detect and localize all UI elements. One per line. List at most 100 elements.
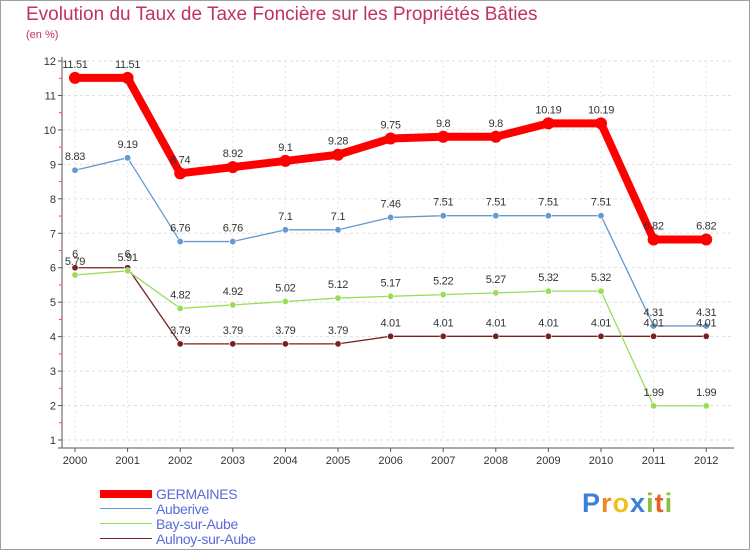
data-label: 8.92: [223, 148, 243, 160]
data-point-aulnoy-sur-aube: [597, 332, 605, 340]
x-tick-label: 2002: [168, 455, 192, 467]
data-point-bay-sur-aube: [124, 267, 132, 275]
data-label: 5.12: [328, 279, 348, 291]
data-point-aulnoy-sur-aube: [544, 332, 552, 340]
data-label: 6.82: [643, 220, 663, 232]
data-label: 11.51: [115, 59, 140, 71]
data-point-germaines: [700, 233, 713, 246]
data-label: 9.19: [117, 139, 137, 151]
data-point-auberive: [702, 322, 710, 330]
x-tick-label: 2007: [431, 455, 455, 467]
data-label: 6.82: [696, 220, 716, 232]
chart-legend: GERMAINES Auberive Bay-sur-Aube Aulnoy-sur-…: [100, 485, 256, 547]
y-tick-label: 10: [44, 125, 56, 137]
data-label: 7.1: [278, 211, 293, 223]
data-label: 5.32: [591, 272, 611, 284]
data-point-auberive: [229, 238, 237, 246]
data-point-aulnoy-sur-aube: [71, 264, 79, 272]
chart-title: Evolution du Taux de Taxe Foncière sur l…: [26, 4, 538, 25]
data-label: 10.19: [588, 104, 614, 116]
legend-swatch: [100, 537, 152, 540]
y-tick-label: 12: [44, 56, 56, 68]
data-point-germaines: [279, 154, 292, 167]
data-point-bay-sur-aube: [650, 402, 658, 410]
data-point-aulnoy-sur-aube: [387, 332, 395, 340]
data-point-auberive: [650, 322, 658, 330]
data-label: 6.76: [170, 223, 190, 235]
x-tick-label: 2003: [221, 455, 245, 467]
data-label: 9.8: [436, 118, 451, 130]
data-label: 7.1: [331, 211, 346, 223]
data-point-bay-sur-aube: [702, 402, 710, 410]
x-tick-label: 2009: [536, 455, 560, 467]
x-tick-label: 2005: [326, 455, 350, 467]
data-label: 3.79: [170, 325, 190, 337]
y-tick-label: 4: [50, 332, 56, 344]
x-tick-label: 2000: [63, 455, 87, 467]
data-label: 5.22: [433, 276, 453, 288]
proxiti-logo: Proxiti: [582, 488, 673, 519]
data-point-aulnoy-sur-aube: [334, 340, 342, 348]
legend-item: Aulnoy-sur-Aube: [100, 531, 256, 547]
y-tick-label: 3: [50, 366, 56, 378]
data-label: 5.32: [538, 272, 558, 284]
data-point-germaines: [647, 233, 660, 246]
data-label: 3.79: [328, 325, 348, 337]
data-label: 9.75: [380, 120, 400, 132]
data-point-aulnoy-sur-aube: [439, 332, 447, 340]
data-label: 7.51: [591, 197, 611, 209]
data-point-germaines: [437, 130, 450, 143]
data-point-aulnoy-sur-aube: [702, 332, 710, 340]
legend-label: GERMAINES: [156, 485, 238, 502]
data-label: 7.51: [538, 197, 558, 209]
logo-letter: P: [582, 488, 602, 518]
data-point-germaines: [384, 132, 397, 145]
x-tick-label: 2001: [115, 455, 139, 467]
data-point-germaines: [332, 148, 344, 161]
data-label: 4.01: [538, 317, 558, 329]
x-tick-label: 2011: [642, 455, 666, 467]
data-label: 11.51: [62, 59, 87, 71]
data-label: 4.82: [170, 289, 190, 301]
data-point-auberive: [281, 226, 289, 234]
logo-letter: t: [654, 488, 665, 518]
data-point-bay-sur-aube: [176, 304, 184, 312]
data-point-bay-sur-aube: [334, 294, 342, 302]
data-point-germaines: [542, 117, 555, 130]
data-label: 6: [72, 249, 78, 261]
data-label: 5.27: [486, 274, 506, 286]
data-point-germaines: [69, 71, 81, 84]
data-label: 10.19: [535, 104, 561, 116]
legend-swatch: [100, 489, 152, 498]
logo-letter: i: [646, 488, 655, 518]
data-label: 4.01: [433, 317, 453, 329]
chart-subtitle: (en %): [26, 29, 59, 41]
legend-item: Auberive: [100, 500, 256, 517]
data-point-bay-sur-aube: [492, 289, 500, 297]
x-tick-label: 2004: [273, 455, 297, 467]
data-label: 8.74: [170, 154, 190, 166]
y-tick-label: 8: [50, 194, 56, 206]
legend-item: GERMAINES: [100, 485, 256, 502]
data-label: 5.02: [275, 282, 295, 294]
data-label: 5.17: [380, 277, 400, 289]
x-tick-label: 2012: [694, 455, 718, 467]
legend-swatch: [100, 507, 152, 510]
data-point-germaines: [174, 167, 187, 180]
data-label: 7.51: [433, 197, 453, 209]
data-label: 7.46: [380, 198, 400, 210]
data-point-bay-sur-aube: [439, 291, 447, 299]
data-point-bay-sur-aube: [544, 287, 552, 295]
data-label: 9.1: [278, 142, 293, 154]
data-point-germaines: [595, 117, 607, 130]
data-point-bay-sur-aube: [281, 297, 289, 305]
legend-item: Bay-sur-Aube: [100, 516, 256, 532]
legend-label: Auberive: [156, 500, 209, 517]
x-tick-label: 2006: [378, 455, 402, 467]
data-label: 1.99: [696, 387, 716, 399]
y-tick-label: 7: [50, 228, 56, 240]
data-point-auberive: [492, 212, 500, 220]
data-point-bay-sur-aube: [387, 292, 395, 300]
data-label: 3.79: [223, 325, 243, 337]
